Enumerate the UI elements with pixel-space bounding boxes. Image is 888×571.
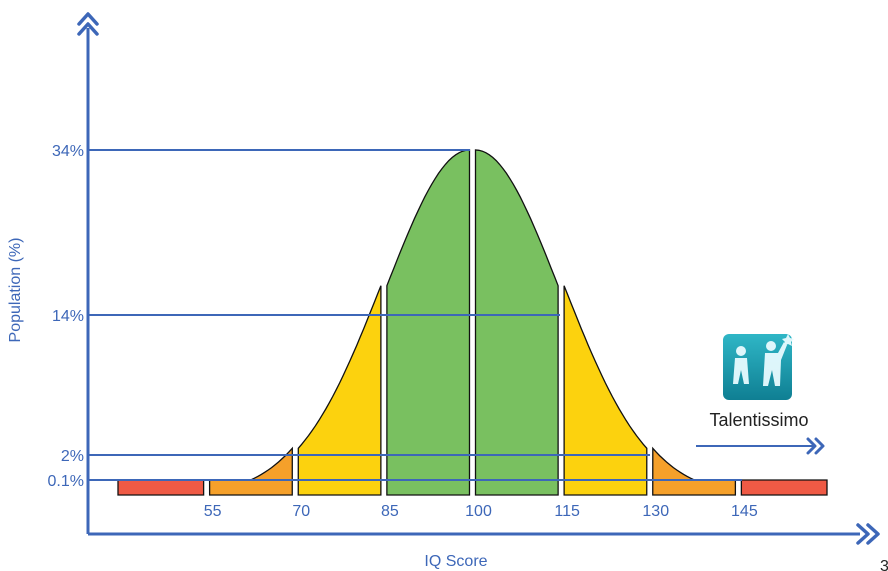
x-tick-label: 70 [292,503,310,520]
y-axis-title: Population (%) [7,238,24,343]
talentissimo-logo-icon [723,334,792,400]
corner-mark: 3 [880,558,888,571]
y-tick-label: 2% [61,448,84,465]
x-tick-label: 100 [465,503,492,520]
band-115-130 [563,285,648,496]
band-100-115 [474,149,559,496]
x-axis-arrow-icon [856,523,880,545]
x-tick-label: 55 [204,503,222,520]
logo-name: Talentissimo [709,410,808,430]
y-tick-label: 34% [52,143,84,160]
band-130-145 [652,446,737,496]
band-40-55 [117,479,205,496]
x-tick-label: 85 [381,503,399,520]
x-tick-label: 145 [731,503,758,520]
x-axis-title: IQ Score [424,553,487,570]
x-tick-label: 115 [554,503,580,520]
y-tick-label: 14% [52,308,84,325]
band-85-100 [386,149,471,496]
logo-arrow-icon [806,437,825,455]
talentissimo-logo: Talentissimo [696,334,825,455]
y-tick-label: 0.1% [48,473,84,490]
band-145-160 [740,479,828,496]
y-axis-arrow-icon [77,12,99,36]
x-tick-label: 130 [642,503,669,520]
band-70-85 [297,285,382,496]
